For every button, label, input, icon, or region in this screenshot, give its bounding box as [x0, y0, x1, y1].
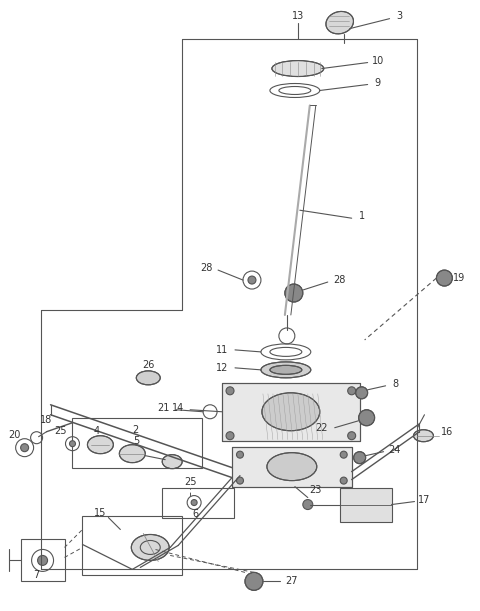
Circle shape: [356, 387, 368, 399]
Bar: [72, 418, 202, 467]
Circle shape: [303, 500, 313, 510]
Ellipse shape: [87, 436, 113, 453]
Text: 6: 6: [192, 508, 198, 519]
Text: 5: 5: [133, 436, 139, 445]
Text: 13: 13: [292, 10, 304, 21]
Ellipse shape: [132, 535, 169, 560]
Text: 20: 20: [9, 430, 21, 440]
Text: 21: 21: [157, 403, 169, 413]
Ellipse shape: [267, 453, 317, 481]
Text: 26: 26: [142, 360, 155, 370]
Circle shape: [436, 270, 452, 286]
Circle shape: [348, 387, 356, 395]
Circle shape: [21, 444, 29, 452]
Text: 22: 22: [315, 423, 328, 433]
Text: 25: 25: [184, 477, 196, 486]
Text: 25: 25: [54, 426, 67, 436]
Circle shape: [285, 284, 303, 302]
Text: 2: 2: [132, 425, 138, 434]
Bar: [222, 383, 360, 441]
Text: 14: 14: [172, 403, 184, 413]
Text: 28: 28: [334, 275, 346, 285]
Text: 8: 8: [393, 379, 398, 389]
Bar: [83, 516, 182, 576]
Text: 17: 17: [418, 494, 431, 505]
Bar: [222, 383, 360, 441]
Circle shape: [340, 477, 347, 484]
Text: 12: 12: [216, 363, 228, 373]
Ellipse shape: [272, 60, 324, 76]
Text: 24: 24: [388, 445, 401, 455]
Ellipse shape: [120, 445, 145, 463]
Ellipse shape: [136, 371, 160, 385]
Text: 23: 23: [310, 485, 322, 494]
Circle shape: [237, 451, 243, 458]
Circle shape: [340, 451, 347, 458]
Circle shape: [226, 387, 234, 395]
Text: 28: 28: [200, 263, 212, 273]
Ellipse shape: [413, 430, 433, 442]
Text: 15: 15: [94, 508, 107, 518]
Circle shape: [354, 452, 366, 464]
Ellipse shape: [326, 12, 353, 34]
Text: 27: 27: [286, 576, 298, 587]
Text: 18: 18: [40, 415, 53, 425]
Text: 1: 1: [359, 211, 365, 221]
Text: 9: 9: [374, 78, 381, 87]
Ellipse shape: [270, 365, 302, 375]
Bar: [162, 488, 234, 518]
Text: 11: 11: [216, 345, 228, 355]
Bar: [340, 488, 392, 522]
Circle shape: [237, 477, 243, 484]
Circle shape: [37, 555, 48, 565]
Text: 10: 10: [372, 56, 384, 65]
Bar: [232, 447, 352, 486]
Circle shape: [348, 432, 356, 440]
Circle shape: [245, 573, 263, 590]
Ellipse shape: [261, 362, 311, 378]
Circle shape: [70, 441, 75, 447]
Circle shape: [191, 500, 197, 505]
Text: 4: 4: [93, 426, 99, 436]
Circle shape: [248, 276, 256, 284]
Text: 16: 16: [441, 426, 454, 437]
Bar: [232, 447, 352, 486]
Ellipse shape: [162, 455, 182, 469]
Bar: [21, 540, 64, 582]
Text: 7: 7: [34, 571, 40, 580]
Text: 3: 3: [396, 10, 403, 21]
Ellipse shape: [262, 393, 320, 431]
Circle shape: [226, 432, 234, 440]
Text: 19: 19: [453, 273, 466, 283]
Circle shape: [359, 410, 374, 426]
